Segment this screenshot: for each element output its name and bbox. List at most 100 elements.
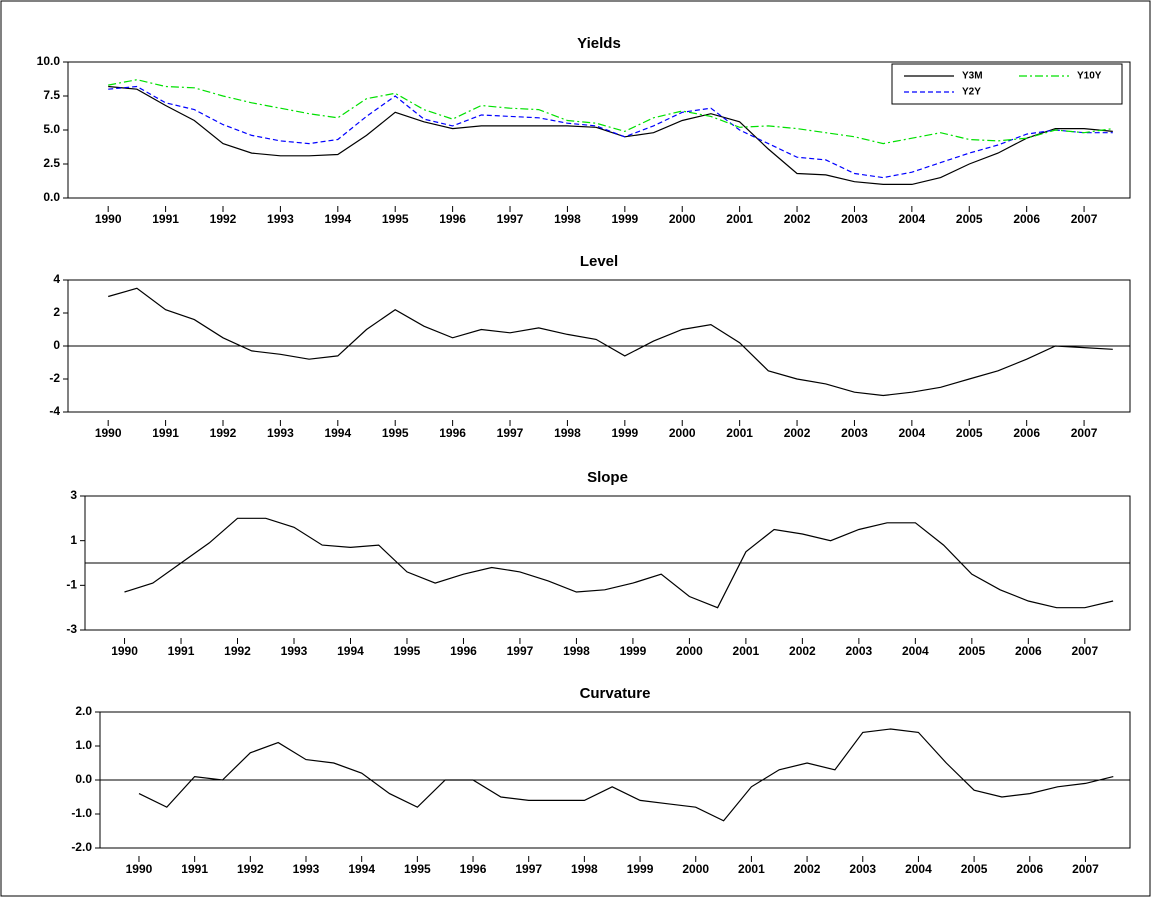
x-tick-label: 1995 <box>394 644 421 658</box>
x-tick-label: 2005 <box>956 426 983 440</box>
legend-box <box>891 63 1123 105</box>
x-tick-label: 2003 <box>849 862 876 876</box>
series-line <box>108 79 1113 145</box>
x-tick-label: 1998 <box>554 212 581 226</box>
x-tick-label: 1994 <box>348 862 375 876</box>
x-tick-label: 1998 <box>554 426 581 440</box>
x-tick-label: 2000 <box>676 644 703 658</box>
x-tick-label: 1996 <box>450 644 477 658</box>
x-tick-label: 2004 <box>902 644 929 658</box>
x-tick-label: 1995 <box>382 426 409 440</box>
y-tick-label: 0.0 <box>75 772 92 786</box>
x-tick-label: 1997 <box>497 426 524 440</box>
x-tick-label: 1994 <box>324 212 351 226</box>
x-tick-label: 2003 <box>846 644 873 658</box>
series-line <box>108 287 1113 397</box>
x-tick-label: 1994 <box>337 644 364 658</box>
series-line <box>124 517 1114 609</box>
series-line <box>138 728 1114 822</box>
x-tick-label: 1995 <box>382 212 409 226</box>
x-tick-label: 2006 <box>1016 862 1043 876</box>
x-tick-label: 2002 <box>789 644 816 658</box>
y-tick-label: 0.0 <box>43 190 60 204</box>
y-tick-label: -1.0 <box>71 806 92 820</box>
x-tick-label: 1999 <box>611 426 638 440</box>
x-tick-label: 2000 <box>669 426 696 440</box>
y-tick-label: 7.5 <box>43 88 60 102</box>
legend-label: Y10Y <box>1077 71 1102 82</box>
x-tick-label: 2002 <box>784 426 811 440</box>
x-tick-label: 1992 <box>224 644 251 658</box>
x-tick-label: 2000 <box>669 212 696 226</box>
x-tick-label: 2001 <box>726 212 753 226</box>
x-tick-label: 1997 <box>515 862 542 876</box>
y-tick-label: -3 <box>66 622 77 636</box>
x-tick-label: 2006 <box>1015 644 1042 658</box>
x-tick-label: 1998 <box>563 644 590 658</box>
x-tick-label: 2004 <box>899 212 926 226</box>
x-tick-label: 1997 <box>507 644 534 658</box>
y-tick-label: -4 <box>49 404 60 418</box>
y-tick-label: -2.0 <box>71 840 92 854</box>
x-tick-label: 2006 <box>1013 426 1040 440</box>
x-tick-label: 1990 <box>95 212 122 226</box>
x-tick-label: 1993 <box>267 212 294 226</box>
y-tick-label: 4 <box>53 272 60 286</box>
chart-title: Yields <box>577 35 621 52</box>
series-line <box>108 85 1113 179</box>
x-tick-label: 2007 <box>1072 862 1099 876</box>
y-tick-label: 2.0 <box>75 704 92 718</box>
x-tick-label: 2004 <box>905 862 932 876</box>
x-tick-label: 1999 <box>620 644 647 658</box>
x-tick-label: 2005 <box>958 644 985 658</box>
x-tick-label: 2002 <box>784 212 811 226</box>
x-tick-label: 1992 <box>237 862 264 876</box>
x-tick-label: 1992 <box>210 212 237 226</box>
x-tick-label: 2000 <box>682 862 709 876</box>
x-tick-label: 2002 <box>794 862 821 876</box>
x-tick-label: 1991 <box>152 212 179 226</box>
y-tick-label: 3 <box>70 488 77 502</box>
x-tick-label: 1999 <box>611 212 638 226</box>
series-line <box>108 85 1113 185</box>
x-tick-label: 1991 <box>181 862 208 876</box>
chart-title: Curvature <box>580 685 651 702</box>
x-tick-label: 1990 <box>111 644 138 658</box>
x-tick-label: 2004 <box>899 426 926 440</box>
x-tick-label: 2005 <box>961 862 988 876</box>
x-tick-label: 2005 <box>956 212 983 226</box>
x-tick-label: 1991 <box>168 644 195 658</box>
chart-title: Level <box>580 253 618 270</box>
x-tick-label: 1993 <box>267 426 294 440</box>
x-tick-label: 2003 <box>841 426 868 440</box>
x-tick-label: 2007 <box>1071 644 1098 658</box>
legend-label: Y2Y <box>962 87 981 98</box>
x-tick-label: 1995 <box>404 862 431 876</box>
x-tick-label: 2007 <box>1071 426 1098 440</box>
x-tick-label: 1997 <box>497 212 524 226</box>
x-tick-label: 2003 <box>841 212 868 226</box>
legend-label: Y3M <box>962 71 983 82</box>
x-tick-label: 1996 <box>460 862 487 876</box>
y-tick-label: -2 <box>49 371 60 385</box>
x-tick-label: 2001 <box>726 426 753 440</box>
x-tick-label: 1992 <box>210 426 237 440</box>
x-tick-label: 1993 <box>293 862 320 876</box>
chart-title: Slope <box>587 469 628 486</box>
x-tick-label: 1990 <box>126 862 153 876</box>
x-tick-label: 1996 <box>439 212 466 226</box>
x-tick-label: 1998 <box>571 862 598 876</box>
x-tick-label: 2001 <box>733 644 760 658</box>
x-tick-label: 2006 <box>1013 212 1040 226</box>
y-tick-label: 10.0 <box>37 54 61 68</box>
y-tick-label: 1.0 <box>75 738 92 752</box>
x-tick-label: 1990 <box>95 426 122 440</box>
x-tick-label: 1996 <box>439 426 466 440</box>
y-tick-label: -1 <box>66 578 77 592</box>
x-tick-label: 2001 <box>738 862 765 876</box>
x-tick-label: 1993 <box>281 644 308 658</box>
x-tick-label: 1994 <box>324 426 351 440</box>
y-tick-label: 1 <box>70 533 77 547</box>
